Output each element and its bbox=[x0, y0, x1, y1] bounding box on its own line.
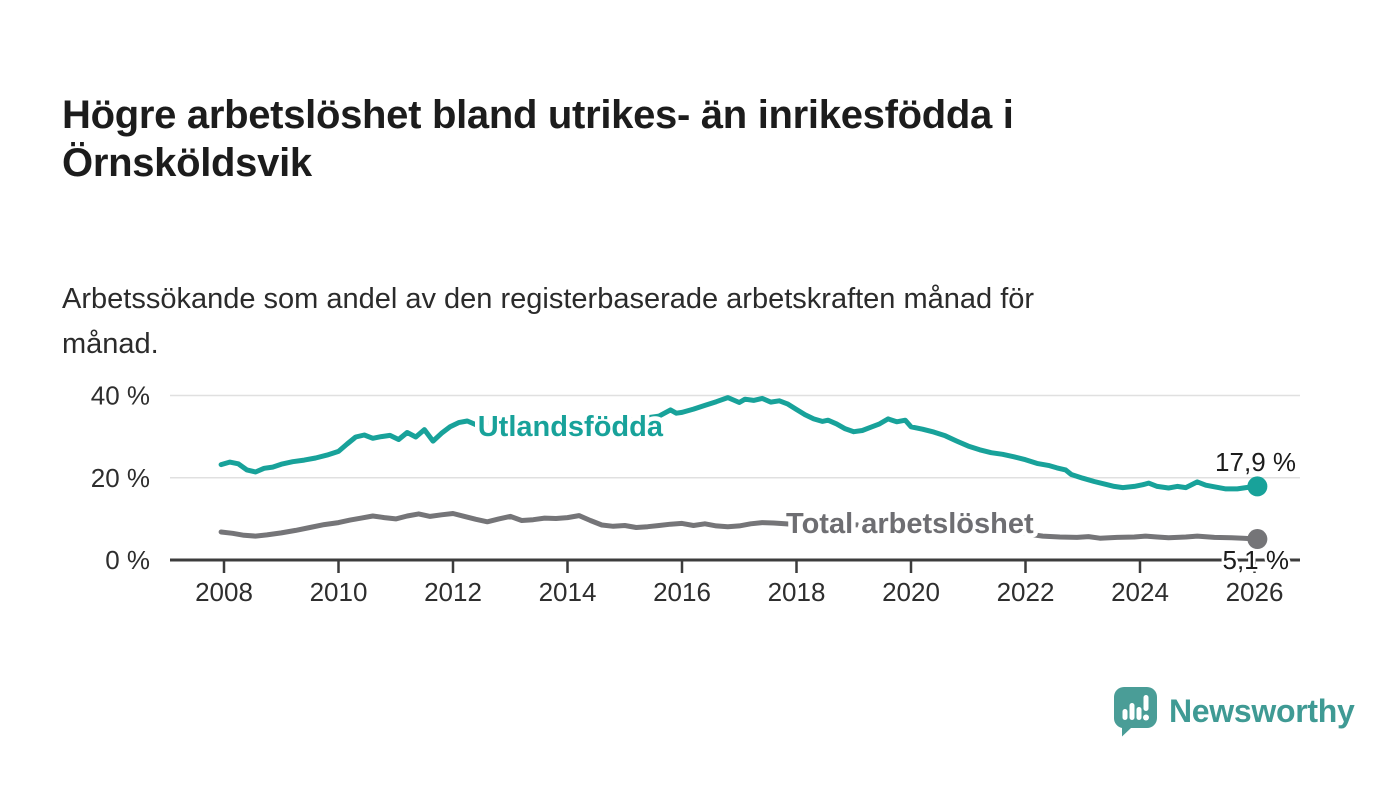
end-value-utlandsfodda: 17,9 % bbox=[1215, 447, 1296, 477]
end-dot-utlandsfodda bbox=[1247, 476, 1268, 497]
series-line bbox=[218, 511, 1260, 542]
x-tick-label-2024: 2024 bbox=[1111, 577, 1169, 607]
x-axis: 2008 2010 2012 2014 2016 2018 2020 2022 2024 2026 bbox=[170, 558, 1300, 607]
x-tick-label-2018: 2018 bbox=[768, 577, 826, 607]
series-label-utlandsfodda: Utlandsfödda bbox=[478, 411, 664, 443]
x-tick-label-2008: 2008 bbox=[195, 577, 253, 607]
y-tick-label-0: 0 % bbox=[105, 545, 150, 575]
x-tick-label-2016: 2016 bbox=[653, 577, 711, 607]
brand-name: Newsworthy bbox=[1169, 693, 1355, 729]
gridlines bbox=[170, 394, 1300, 479]
x-tick-label-2014: 2014 bbox=[539, 577, 597, 607]
y-axis: 0 % 20 % 40 % bbox=[91, 381, 150, 576]
x-tick-label-2012: 2012 bbox=[424, 577, 482, 607]
y-tick-label-20: 20 % bbox=[91, 463, 150, 493]
end-value-total: 5,1 % bbox=[1223, 545, 1290, 575]
x-tick-label-2022: 2022 bbox=[997, 577, 1055, 607]
series-line bbox=[218, 395, 1260, 492]
end-dot-total bbox=[1247, 529, 1268, 550]
x-tick-label-2026: 2026 bbox=[1226, 577, 1284, 607]
newsworthy-attribution[interactable]: Newsworthy bbox=[1113, 686, 1355, 737]
page-title: Högre arbetslöshet bland utrikes- än inr… bbox=[62, 92, 1014, 185]
bar-chart-speech-bubble-icon bbox=[1114, 687, 1157, 737]
series-total bbox=[218, 511, 1260, 542]
page-subtitle: Arbetssökande som andel av den registerb… bbox=[62, 283, 1035, 360]
y-tick-label-40: 40 % bbox=[91, 381, 150, 411]
series-utlandsfodda bbox=[218, 395, 1260, 492]
x-tick-label-2010: 2010 bbox=[310, 577, 368, 607]
series-label-total: Total arbetslöshet bbox=[786, 508, 1034, 540]
x-tick-label-2020: 2020 bbox=[882, 577, 940, 607]
